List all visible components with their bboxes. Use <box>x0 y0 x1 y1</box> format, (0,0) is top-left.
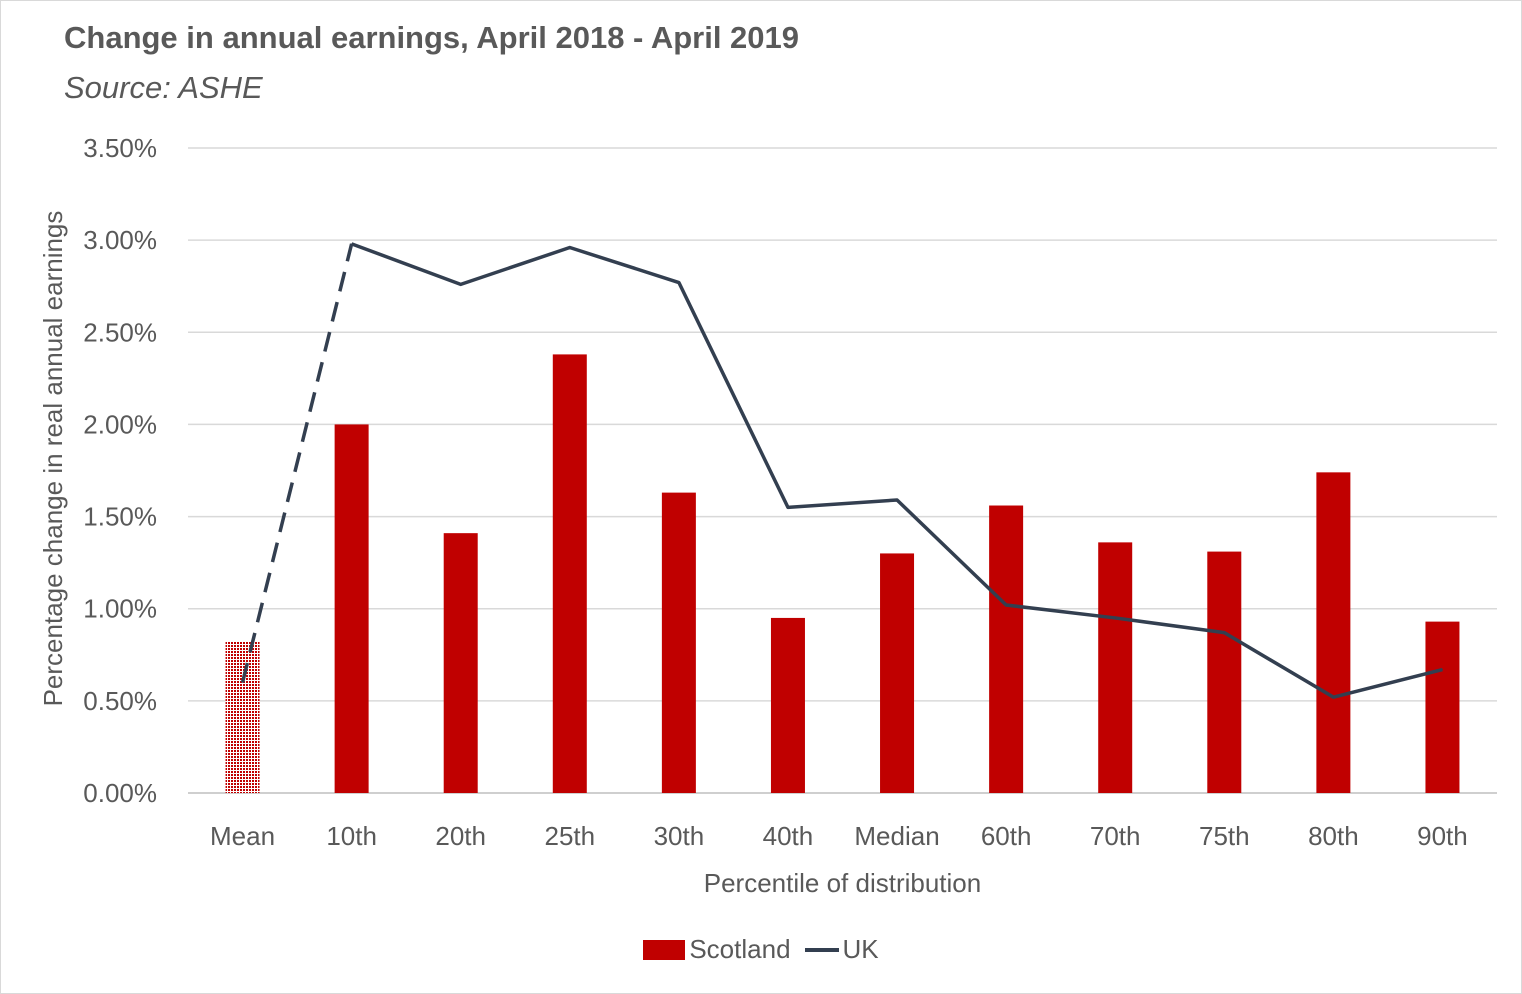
x-tick-label-mean: Mean <box>210 821 275 851</box>
chart-subtitle: Source: ASHE <box>64 70 263 105</box>
bar-scotland-80th <box>1316 472 1351 793</box>
chart-title: Change in annual earnings, April 2018 - … <box>64 20 800 55</box>
legend-item-scotland: Scotland <box>643 934 791 965</box>
scotland-bars <box>225 354 1460 793</box>
legend-item-uk: UK <box>804 934 879 965</box>
uk-line <box>240 242 1443 699</box>
point-uk-20th <box>460 283 462 285</box>
bar-scotland-70th <box>1098 542 1133 793</box>
x-tick-label-20th: 20th <box>435 821 486 851</box>
x-tick-label-60th: 60th <box>981 821 1032 851</box>
x-axis-ticks: Mean 10th 20th 25th 30th 40th Median 60th 70th 75… <box>210 821 1468 851</box>
y-tick-label-7: 3.50% <box>83 133 157 163</box>
point-uk-60th <box>1005 604 1007 606</box>
uk-line-dashed-segment <box>240 243 354 683</box>
y-tick-label-0: 0.00% <box>83 778 157 808</box>
point-uk-40th <box>787 506 789 508</box>
legend-swatch-uk <box>804 947 839 952</box>
y-axis-ticks: 0.00% 0.50% 1.00% 1.50% 2.00% 2.50% 3.00% 3.50% <box>83 133 157 808</box>
bar-scotland-90th <box>1425 621 1460 793</box>
legend-label-uk: UK <box>842 934 879 964</box>
legend: Scotland UK <box>0 934 1522 965</box>
bar-scotland-30th <box>661 492 696 793</box>
x-tick-label-30th: 30th <box>654 821 705 851</box>
point-uk-75th <box>1223 632 1225 634</box>
y-tick-label-1: 0.50% <box>83 686 157 716</box>
x-tick-label-70th: 70th <box>1090 821 1141 851</box>
point-uk-25th <box>569 247 571 249</box>
y-tick-label-6: 3.00% <box>83 225 157 255</box>
point-uk-80th <box>1332 696 1334 698</box>
legend-swatch-scotland <box>643 939 686 960</box>
x-tick-label-25th: 25th <box>544 821 595 851</box>
point-uk-mean <box>242 681 244 683</box>
y-tick-label-2: 1.00% <box>83 594 157 624</box>
point-uk-10th <box>351 243 353 245</box>
x-tick-label-40th: 40th <box>763 821 814 851</box>
x-tick-label-80th: 80th <box>1308 821 1359 851</box>
bar-scotland-75th <box>1207 551 1242 793</box>
bar-scotland-25th <box>552 354 587 793</box>
bar-scotland-40th <box>770 617 805 793</box>
x-tick-label-10th: 10th <box>326 821 377 851</box>
bar-scotland-20th <box>443 533 478 793</box>
x-tick-label-90th: 90th <box>1417 821 1468 851</box>
y-tick-label-4: 2.00% <box>83 409 157 439</box>
point-uk-70th <box>1114 617 1116 619</box>
x-tick-label-median: Median <box>854 821 939 851</box>
y-tick-label-5: 2.50% <box>83 317 157 347</box>
point-uk-90th <box>1441 669 1443 671</box>
y-axis-title: Percentage change in real annual earning… <box>38 211 68 707</box>
x-axis-title: Percentile of distribution <box>704 868 981 898</box>
point-uk-median <box>896 499 898 501</box>
gridlines <box>188 147 1497 794</box>
y-tick-label-3: 1.50% <box>83 502 157 532</box>
bar-scotland-10th <box>334 424 369 793</box>
bar-scotland-median <box>880 553 915 793</box>
bar-scotland-mean <box>225 641 260 793</box>
bar-scotland-60th <box>989 505 1024 793</box>
legend-label-scotland: Scotland <box>689 934 791 964</box>
x-tick-label-75th: 75th <box>1199 821 1250 851</box>
point-uk-30th <box>678 282 680 284</box>
